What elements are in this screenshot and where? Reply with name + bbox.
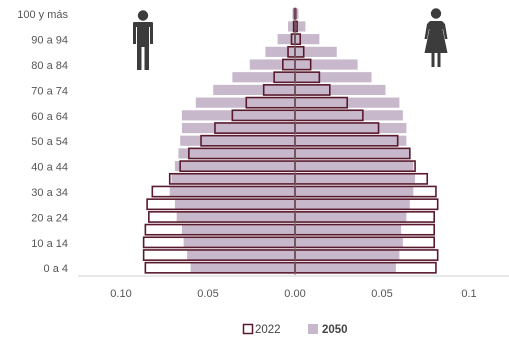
- legend-swatch-2050: [308, 324, 318, 334]
- bar-2050-male: [180, 135, 295, 146]
- bar-2050-female: [295, 148, 410, 159]
- bar-2050-female: [295, 21, 306, 32]
- x-tick-label: 0.1: [461, 288, 476, 300]
- bar-2050-male: [181, 224, 295, 235]
- y-tick-label: 10 a 14: [31, 238, 68, 250]
- y-tick-label: 50 a 54: [31, 136, 68, 148]
- male-figure-icon: [133, 10, 153, 70]
- bar-2050-female: [295, 224, 402, 235]
- bar-2050-female: [295, 161, 414, 172]
- series-2050-bars: [169, 8, 416, 273]
- y-tick-label: 70 a 74: [31, 85, 68, 97]
- bar-2050-male: [232, 72, 295, 83]
- x-tick-label: 0.05: [371, 288, 392, 300]
- legend-label-2050: 2050: [322, 324, 348, 336]
- bar-2050-female: [295, 262, 396, 273]
- bar-2050-female: [295, 46, 337, 57]
- bar-2050-female: [295, 8, 299, 19]
- y-tick-label: 80 a 84: [31, 60, 68, 72]
- bar-2050-female: [295, 199, 410, 210]
- bar-2050-male: [277, 34, 295, 45]
- y-tick-label: 60 a 64: [31, 111, 68, 123]
- bar-2050-female: [295, 186, 414, 197]
- bar-2050-male: [178, 148, 295, 159]
- bar-2050-male: [213, 84, 295, 96]
- bar-2050-male: [174, 199, 295, 210]
- bar-2050-male: [190, 262, 295, 273]
- bar-2050-male: [174, 161, 295, 172]
- bar-2050-female: [295, 34, 320, 45]
- bar-2050-male: [288, 21, 295, 32]
- bar-2050-female: [295, 84, 386, 96]
- bar-2050-female: [295, 59, 358, 70]
- legend-label-2022: 2022: [255, 324, 281, 336]
- bar-2050-female: [295, 237, 403, 248]
- x-tick-label: 0.10: [110, 288, 131, 300]
- bar-2050-female: [295, 72, 372, 83]
- y-tick-label: 100 y más: [17, 9, 68, 21]
- bar-2050-male: [249, 59, 295, 70]
- x-tick-label: 0.05: [197, 288, 218, 300]
- y-axis-tick-labels: 0 a 4 10 a 14 20 a 24 30 a 34 40 a 44 50 a 54…: [17, 9, 68, 275]
- bar-2050-female: [295, 249, 400, 261]
- x-tick-label: 0.00: [284, 288, 305, 300]
- bar-2050-male: [181, 110, 295, 121]
- bar-2050-female: [295, 211, 407, 223]
- bar-2050-male: [171, 173, 295, 184]
- y-tick-label: 90 a 94: [31, 35, 68, 47]
- bar-2050-male: [195, 97, 295, 108]
- y-tick-label: 30 a 34: [31, 187, 68, 199]
- y-tick-label: 20 a 24: [31, 212, 68, 224]
- bar-2050-male: [176, 211, 295, 223]
- bar-2050-male: [265, 46, 295, 57]
- y-tick-label: 0 a 4: [44, 263, 68, 275]
- legend: 2022 2050: [242, 323, 348, 336]
- bar-2050-male: [187, 249, 295, 261]
- female-figure-icon: [424, 8, 448, 67]
- bar-2050-female: [295, 110, 403, 121]
- y-tick-label: 40 a 44: [31, 162, 68, 174]
- legend-swatch-2022: [242, 323, 254, 335]
- bar-2050-female: [295, 122, 407, 134]
- bar-2050-female: [295, 135, 407, 146]
- bar-2050-male: [181, 122, 295, 134]
- bar-2050-male: [169, 186, 295, 197]
- x-axis-tick-labels: 0.10 0.05 0.00 0.05 0.1: [110, 288, 476, 300]
- bar-2050-male: [183, 237, 295, 248]
- bar-2050-female: [295, 173, 416, 184]
